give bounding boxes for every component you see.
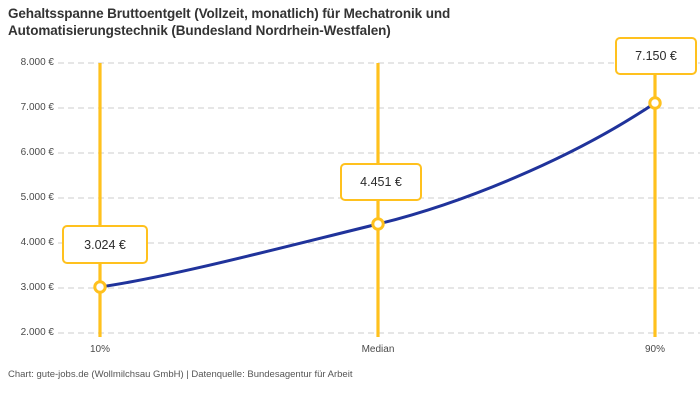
value-label-p10: 3.024 € xyxy=(62,225,148,264)
chart-title: Gehaltsspanne Bruttoentgelt (Vollzeit, m… xyxy=(8,6,451,38)
chart-source-footer: Chart: gute-jobs.de (Wollmilchsau GmbH) … xyxy=(8,369,353,380)
value-label-p90: 7.150 € xyxy=(615,37,697,75)
data-point-p90 xyxy=(648,96,662,110)
y-axis-tick-8000: 8.000 € xyxy=(20,57,54,68)
x-axis-tick-median: Median xyxy=(361,344,395,355)
y-axis-tick-3000: 3.000 € xyxy=(20,282,54,293)
data-point-p10 xyxy=(93,280,107,294)
x-axis-tick-p90: 90% xyxy=(644,344,666,355)
y-axis-tick-7000: 7.000 € xyxy=(20,102,54,113)
x-axis-tick-p10: 10% xyxy=(89,344,111,355)
value-label-median: 4.451 € xyxy=(340,163,422,201)
y-axis-tick-6000: 6.000 € xyxy=(20,147,54,158)
data-point-median xyxy=(371,217,385,231)
y-axis-tick-5000: 5.000 € xyxy=(20,192,54,203)
y-axis-tick-2000: 2.000 € xyxy=(20,327,54,338)
y-axis-tick-4000: 4.000 € xyxy=(20,237,54,248)
data-point-markers xyxy=(93,96,662,294)
